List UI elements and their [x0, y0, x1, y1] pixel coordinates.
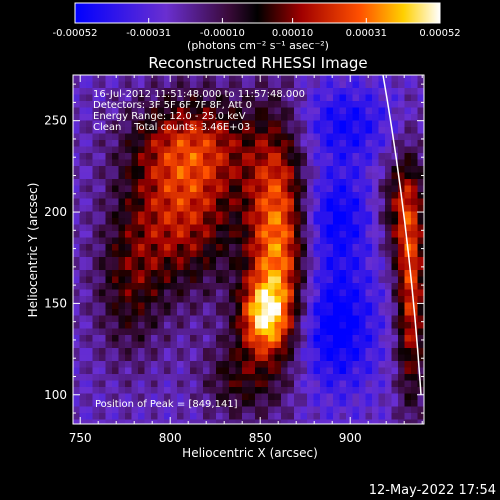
info-line-time: 16-Jul-2012 11:51:48.000 to 11:57:48.000 [93, 89, 305, 100]
peak-position-label: Position of Peak = [849,141] [95, 399, 238, 410]
footer-timestamp: 12-May-2022 17:54 [369, 483, 496, 498]
info-line-clean: Clean Total counts: 3.46E+03 [93, 122, 250, 133]
y-tick-label: 200 [44, 205, 67, 219]
colorbar-tick-label: 0.00052 [419, 28, 460, 39]
y-tick-label: 100 [44, 388, 67, 402]
solar-limb-line [382, 75, 422, 396]
plot-frame [72, 74, 425, 425]
colorbar [74, 2, 441, 24]
x-tick-label: 750 [69, 431, 92, 445]
colorbar-tick-label: -0.00031 [126, 28, 171, 39]
colorbar-tick-label: 0.00031 [346, 28, 387, 39]
x-tick-label: 800 [159, 431, 182, 445]
colorbar-tick-label: 0.00010 [272, 28, 313, 39]
y-tick-label: 150 [44, 296, 67, 310]
x-tick-label: 850 [249, 431, 272, 445]
chart-title: Reconstructed RHESSI Image [148, 54, 367, 72]
axis-ticks: 750 800 850 900 100 150 200 250 [44, 75, 424, 445]
colorbar-ticks: -0.00052 -0.00031 -0.00010 0.00010 0.00031 0.… [53, 18, 461, 39]
info-line-energy: Energy Range: 12.0 - 25.0 keV [93, 111, 246, 122]
y-axis-label: Heliocentric Y (arcsec) [26, 183, 40, 318]
info-line-detectors: Detectors: 3F 5F 6F 7F 8F, Att 0 [93, 100, 252, 111]
colorbar-tick-label: -0.00010 [200, 28, 245, 39]
x-axis-label: Heliocentric X (arcsec) [182, 446, 318, 460]
x-tick-label: 900 [339, 431, 362, 445]
colorbar-tick-label: -0.00052 [53, 28, 98, 39]
colorbar-unit-label: (photons cm⁻² s⁻¹ asec⁻²) [187, 39, 329, 52]
y-tick-label: 250 [44, 114, 67, 128]
heatmap-cells [73, 75, 424, 424]
